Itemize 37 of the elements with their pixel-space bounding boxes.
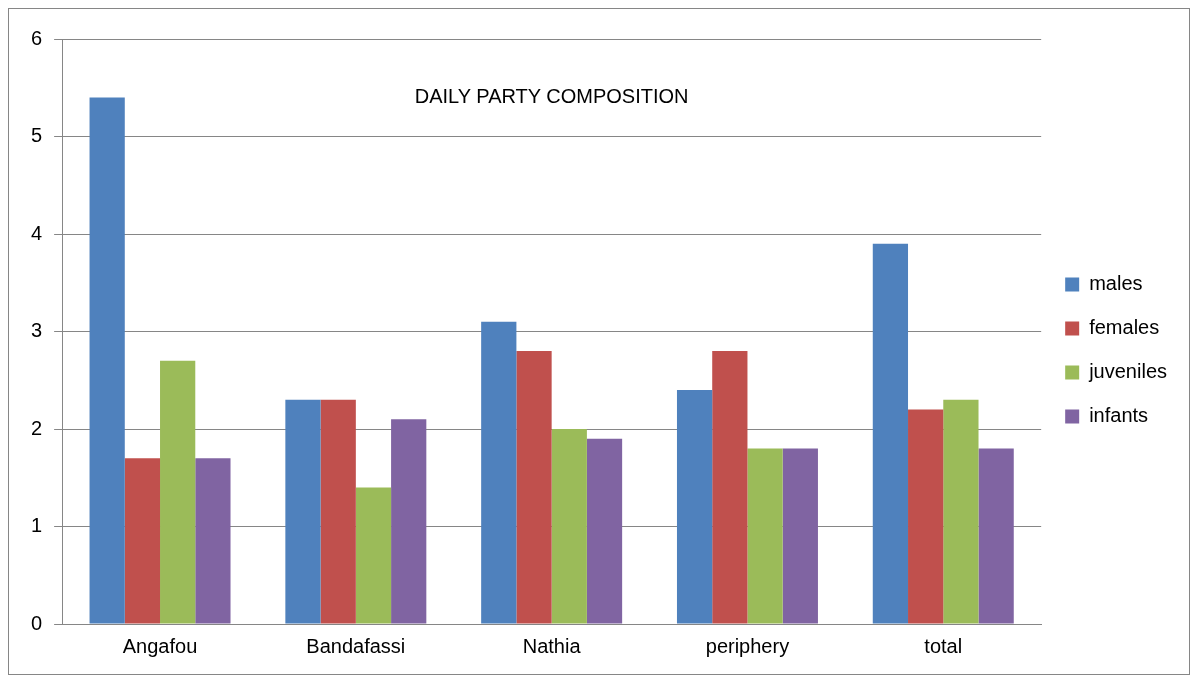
- y-tick-label: 5: [31, 124, 43, 147]
- y-tick-label: 3: [31, 319, 43, 342]
- x-tick-label: Nathia: [522, 634, 582, 657]
- y-tick-label: 4: [31, 221, 43, 244]
- bar: [516, 351, 552, 624]
- bar: [391, 419, 427, 624]
- x-tick-label: periphery: [705, 634, 790, 657]
- bar: [320, 399, 356, 624]
- x-tick-label: total: [924, 634, 963, 657]
- bar: [195, 458, 231, 624]
- bar: [978, 448, 1014, 624]
- bar: [943, 399, 979, 624]
- legend-label: females: [1089, 316, 1160, 339]
- bar: [124, 458, 161, 624]
- bar: [551, 429, 587, 624]
- bar: [89, 97, 125, 624]
- bar: [908, 409, 944, 624]
- bar: [676, 390, 713, 624]
- legend-label: males: [1089, 272, 1143, 295]
- bar: [712, 351, 748, 624]
- bar: [782, 448, 818, 624]
- legend-label: juveniles: [1088, 360, 1168, 383]
- bar: [872, 243, 909, 624]
- bar: [285, 399, 321, 624]
- y-tick-label: 2: [31, 416, 43, 439]
- y-tick-label: 0: [31, 611, 43, 634]
- text: DAILY PARTY COMPOSITION: [414, 84, 689, 107]
- bar: [481, 321, 517, 624]
- bar: [747, 448, 783, 624]
- y-tick-label: 1: [31, 514, 43, 537]
- bar: [355, 487, 392, 624]
- x-tick-label: Angafou: [122, 634, 198, 657]
- bar: [160, 360, 196, 624]
- legend-label: infants: [1089, 404, 1149, 427]
- x-tick-label: Bandafassi: [306, 634, 406, 657]
- y-tick-label: 6: [31, 26, 43, 49]
- bar: [586, 438, 623, 624]
